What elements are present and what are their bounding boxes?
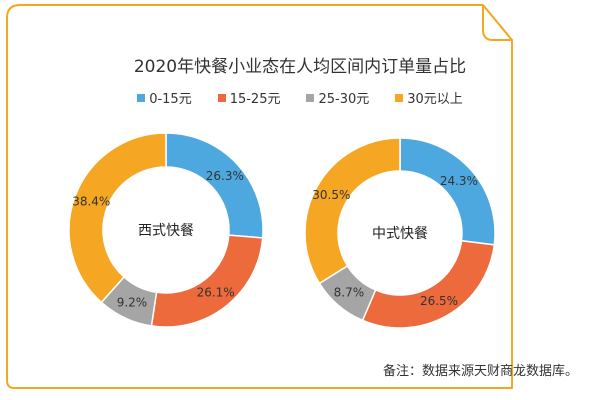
data-label: 38.4% (72, 194, 110, 208)
chart-title: 2020年快餐小业态在人均区间内订单量占比 (133, 57, 467, 77)
data-label: 8.7% (334, 286, 365, 300)
legend-item-2: 25-30元 (306, 88, 369, 107)
donut-slice (361, 239, 496, 329)
data-label: 24.3% (440, 174, 478, 188)
data-label: 9.2% (117, 295, 148, 309)
donut-slice (304, 137, 401, 285)
legend-item-3: 30元以上 (395, 88, 463, 107)
center-label: 西式快餐 (138, 223, 194, 239)
legend-item-0: 0-15元 (137, 88, 192, 107)
data-label: 30.5% (312, 188, 350, 202)
data-label: 26.3% (206, 169, 244, 183)
source-note: 备注：数据来源天财商龙数据库。 (382, 364, 578, 379)
center-label: 中式快餐 (372, 226, 428, 242)
data-label: 26.1% (197, 286, 235, 300)
donut-slice (150, 234, 264, 328)
legend-item-1: 15-25元 (217, 88, 280, 107)
data-label: 26.5% (420, 294, 458, 308)
legend: 0-15元 15-25元 25-30元 30元以上 (0, 88, 600, 107)
donut-slice (68, 132, 167, 304)
